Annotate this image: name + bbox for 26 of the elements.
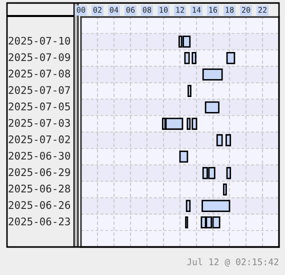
y-tick-label: 2025-06-23	[8, 218, 70, 226]
y-tick-label: 2025-07-08	[8, 70, 70, 78]
y-tick-label: 2025-06-26	[8, 201, 70, 209]
y-tick-label: 2025-07-09	[8, 53, 70, 62]
bar	[202, 68, 223, 81]
y-tick-label: 2025-07-05	[8, 102, 70, 110]
bar	[179, 150, 188, 163]
bar	[226, 167, 232, 180]
bar	[216, 134, 223, 146]
bar	[186, 200, 191, 212]
bar	[226, 134, 232, 146]
y-tick-label: 2025-07-03	[8, 118, 70, 127]
bar	[202, 200, 230, 212]
y-tick-label: 2025-06-30	[8, 152, 70, 160]
text: Jul 12 @ 02:15:42	[187, 258, 278, 267]
y-tick-label: 2025-06-28	[8, 184, 70, 193]
bar	[223, 183, 227, 196]
bar	[188, 84, 192, 97]
bar	[226, 52, 236, 64]
y-tick-label: 2025-07-10	[8, 36, 70, 45]
y-tick-label: 2025-07-02	[8, 135, 70, 144]
y-tick-label: 2025-06-29	[8, 168, 70, 176]
y-tick-label: 2025-07-07	[8, 86, 70, 94]
bar	[204, 101, 220, 114]
bar	[182, 36, 191, 48]
bar	[165, 118, 184, 130]
